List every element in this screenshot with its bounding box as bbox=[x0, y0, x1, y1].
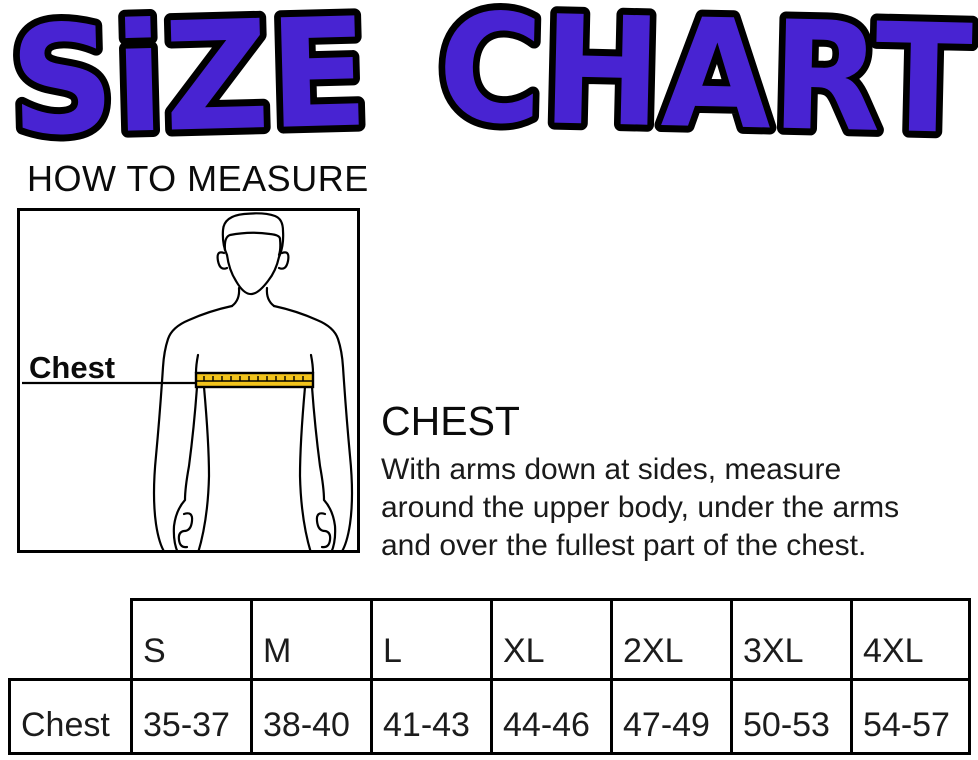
measuring-tape bbox=[194, 371, 315, 389]
title-word-size: SiZE bbox=[8, 0, 370, 155]
hair-fringe bbox=[223, 231, 282, 257]
figure-border-box bbox=[17, 208, 360, 553]
chest-values-row: Chest 35-37 38-40 41-43 44-46 47-49 50-5… bbox=[8, 678, 971, 755]
size-header-row: S M L XL 2XL 3XL 4XL bbox=[10, 598, 971, 681]
left-armpit bbox=[194, 353, 200, 375]
size-chart-table: S M L XL 2XL 3XL 4XL Chest 35-37 38-40 4… bbox=[8, 598, 971, 755]
torso-right bbox=[298, 385, 313, 553]
size-col-2xl: 2XL bbox=[610, 598, 733, 681]
head-outline bbox=[221, 212, 285, 296]
instruction-line: and over the fullest part of the chest. bbox=[381, 529, 867, 562]
instruction-line: With arms down at sides, measure bbox=[381, 453, 842, 486]
chest-value-m: 38-40 bbox=[250, 678, 373, 755]
measurement-figure: Chest bbox=[17, 208, 360, 553]
chest-figure-label: Chest bbox=[29, 350, 115, 385]
right-thumb bbox=[315, 512, 332, 549]
size-col-s: S bbox=[130, 598, 253, 681]
right-armpit bbox=[309, 353, 315, 375]
size-col-3xl: 3XL bbox=[730, 598, 853, 681]
how-to-measure-heading: HOW TO MEASURE bbox=[27, 158, 369, 199]
title-banner: SiZE CHART bbox=[1, 0, 978, 155]
table-corner-empty bbox=[10, 600, 132, 680]
tape-band bbox=[194, 371, 315, 389]
chest-value-2xl: 47-49 bbox=[610, 678, 733, 755]
instruction-line: around the upper body, under the arms bbox=[381, 491, 900, 524]
chest-value-xl: 44-46 bbox=[490, 678, 613, 755]
chest-value-l: 41-43 bbox=[370, 678, 493, 755]
right-ear bbox=[277, 251, 290, 270]
chest-heading: CHEST bbox=[381, 398, 520, 444]
chest-value-s: 35-37 bbox=[130, 678, 253, 755]
body-outline bbox=[152, 212, 354, 553]
left-ear bbox=[216, 251, 229, 270]
row-header-chest: Chest bbox=[8, 678, 133, 755]
chest-value-4xl: 54-57 bbox=[850, 678, 971, 755]
left-arm-inner bbox=[172, 385, 199, 553]
chest-instructions: With arms down at sides, measure around … bbox=[381, 451, 899, 565]
size-col-l: L bbox=[370, 598, 493, 681]
size-col-4xl: 4XL bbox=[850, 598, 971, 681]
left-thumb bbox=[177, 512, 194, 549]
size-col-m: M bbox=[250, 598, 373, 681]
torso-left bbox=[196, 385, 211, 553]
right-arm-outer bbox=[272, 304, 354, 553]
neck-right bbox=[265, 286, 276, 308]
title-word-chart: CHART bbox=[436, 0, 974, 155]
size-col-xl: XL bbox=[490, 598, 613, 681]
tape-ticks bbox=[203, 376, 304, 381]
right-arm-inner bbox=[310, 385, 337, 553]
neck-left bbox=[230, 286, 241, 308]
left-arm-outer bbox=[152, 304, 234, 553]
chest-value-3xl: 50-53 bbox=[730, 678, 853, 755]
